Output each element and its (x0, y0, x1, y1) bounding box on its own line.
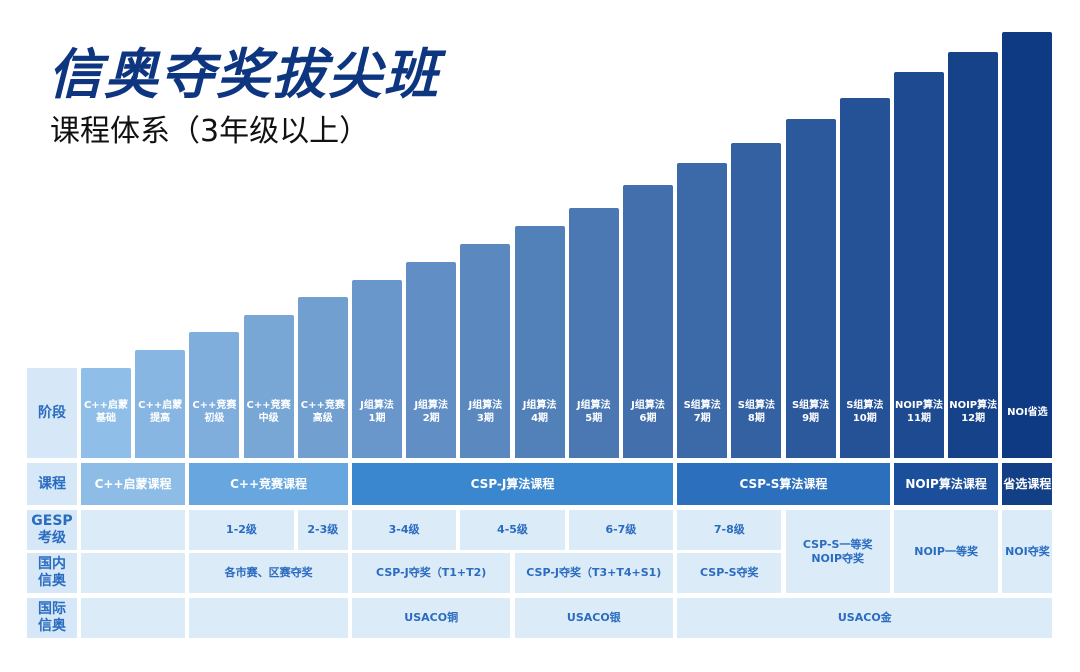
international-cell: USACO金 (677, 598, 1053, 638)
stage-bar (623, 185, 673, 458)
stage-bar (785, 119, 836, 458)
stage-bar (352, 280, 402, 458)
stage-bar (948, 52, 999, 458)
domestic-cell: CSP-S夺奖 (677, 553, 782, 593)
gesp-cell: 7-8级 (677, 510, 782, 550)
stage-bar (731, 143, 782, 458)
stage-label: C++竞赛 初级 (192, 400, 237, 424)
domestic-cell: 各市赛、区赛夺奖 (189, 553, 348, 593)
stage-label: J组算法 1期 (360, 400, 394, 424)
empty-cell (81, 510, 186, 550)
stage-bar (81, 368, 131, 458)
gesp-cell: 4-5级 (460, 510, 565, 550)
title: 信奥夺奖拔尖班 (48, 43, 440, 106)
row-label: GESP 考级 (27, 510, 77, 550)
empty-cell (81, 598, 186, 638)
row-label: 阶段 (27, 368, 77, 458)
stage-bar (514, 226, 565, 458)
stage-label: S组算法 10期 (846, 400, 884, 424)
stage-label: J组算法 6期 (631, 400, 665, 424)
stage-label: J组算法 4期 (522, 400, 557, 424)
gesp-cell: NOI夺奖 (1002, 510, 1053, 593)
stage-label: NOI省选 (1007, 406, 1048, 418)
stage-bar (189, 332, 240, 458)
stage-label: C++启蒙 提高 (138, 400, 183, 424)
course: 省选课程 (1002, 463, 1053, 505)
empty-cell (189, 598, 348, 638)
stage-bar (135, 350, 186, 458)
course: CSP-S算法课程 (677, 463, 890, 505)
gesp-cell: 2-3级 (297, 510, 348, 550)
stage-label: J组算法 2期 (414, 400, 449, 424)
stage-label: C++启蒙 基础 (83, 400, 129, 424)
stage-bar (568, 208, 619, 458)
stage-bar (297, 297, 348, 458)
gesp-cell: 6-7级 (568, 510, 673, 550)
course: C++竞赛课程 (189, 463, 348, 505)
row-label: 国内 信奥 (27, 553, 77, 593)
international-cell: USACO铜 (352, 598, 511, 638)
gesp-cell: 3-4级 (352, 510, 457, 550)
row-label: 国际 信奥 (27, 598, 77, 638)
stage-label: S组算法 7期 (683, 400, 721, 424)
stage-label: S组算法 9期 (791, 400, 830, 424)
gesp-cell: 1-2级 (189, 510, 294, 550)
row-label: 课程 (27, 463, 77, 505)
stage-bar (839, 98, 890, 458)
stage-bar (677, 163, 728, 458)
empty-cell (81, 553, 186, 593)
stage-bar (243, 315, 294, 458)
stage-label: NOIP算法 12期 (949, 400, 998, 424)
stage-label: NOIP算法 11期 (895, 400, 943, 424)
gesp-cell: NOIP一等奖 (894, 510, 999, 593)
stage-bar (406, 262, 457, 458)
course: C++启蒙课程 (81, 463, 186, 505)
stage-bar (1002, 32, 1053, 458)
domestic-cell: CSP-J夺奖（T1+T2) (352, 553, 511, 593)
stage-label: S组算法 8期 (737, 400, 775, 424)
domestic-cell: CSP-J夺奖（T3+T4+S1) (514, 553, 673, 593)
stage-bar (894, 72, 944, 458)
gesp-cell: CSP-S一等奖 NOIP夺奖 (785, 510, 890, 593)
stage-label: C++竞赛 高级 (300, 400, 345, 424)
stage-label: C++竞赛 中级 (246, 400, 291, 424)
stage-bar (460, 244, 511, 458)
subtitle: 课程体系（3年级以上） (50, 114, 370, 149)
course: NOIP算法课程 (894, 463, 999, 505)
international-cell: USACO银 (514, 598, 673, 638)
stage-label: J组算法 5期 (576, 400, 611, 424)
stage-label: J组算法 3期 (468, 400, 503, 424)
course: CSP-J算法课程 (352, 463, 673, 505)
